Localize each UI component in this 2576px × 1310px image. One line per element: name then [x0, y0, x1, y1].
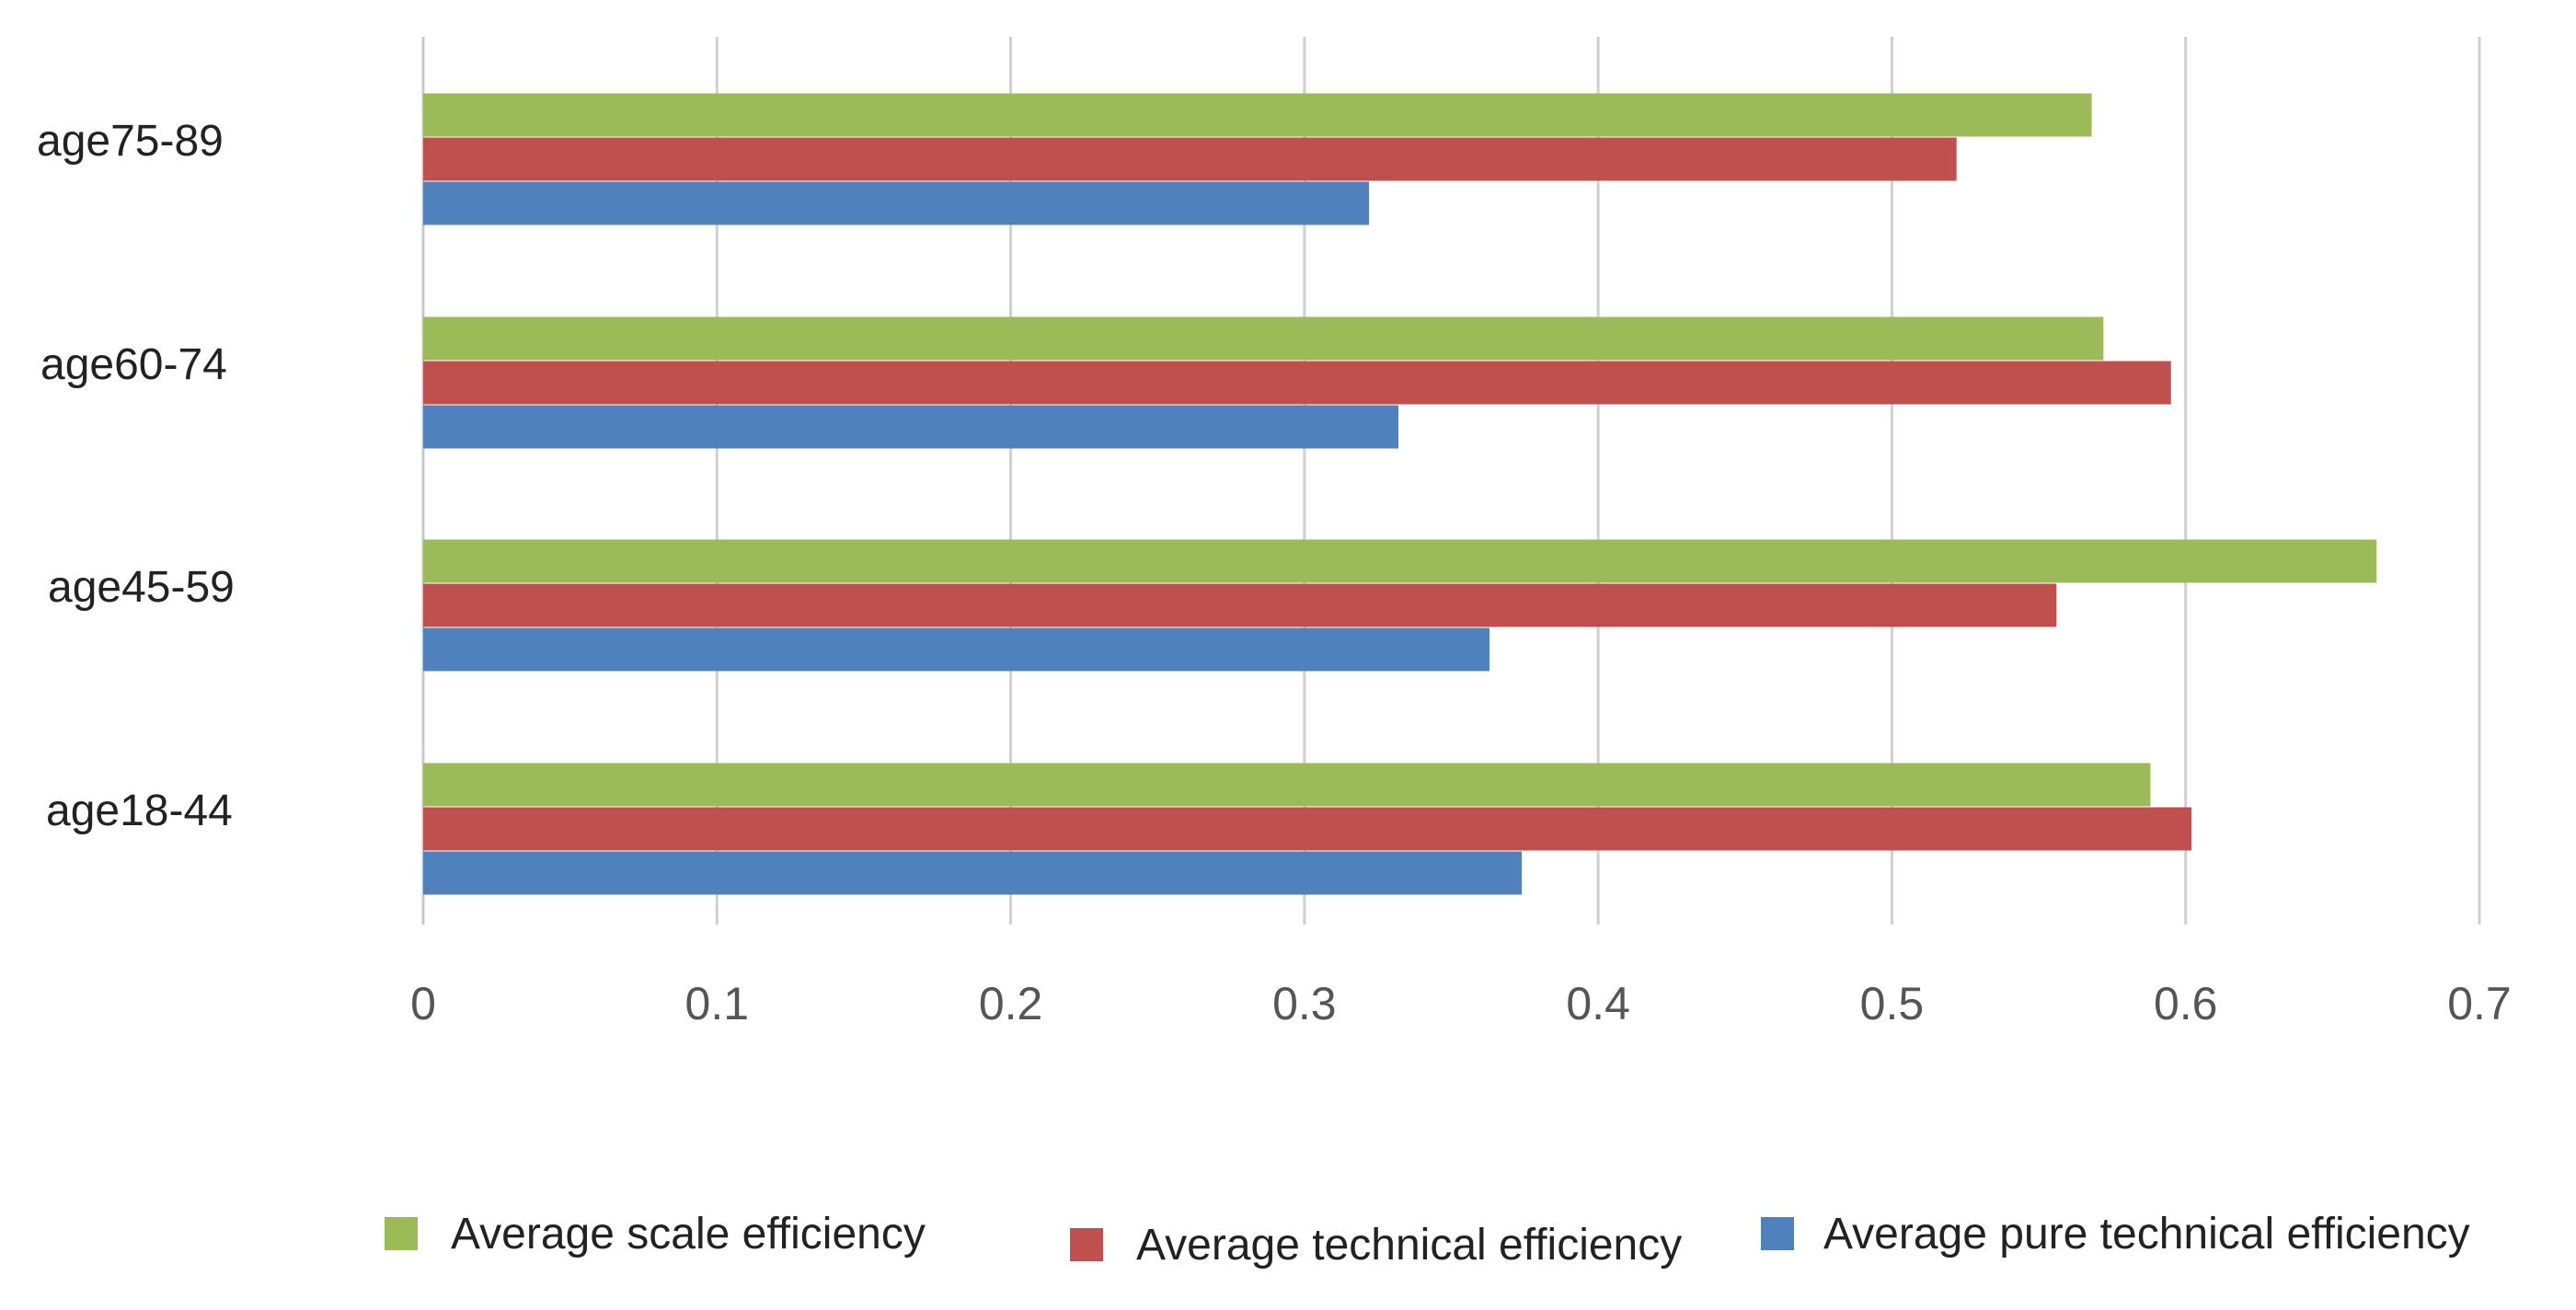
- category-label: age75-89: [37, 117, 224, 166]
- category-label: age60-74: [40, 340, 227, 389]
- bar-age60-74-1: [423, 361, 2171, 405]
- legend-label: Average technical efficiency: [1136, 1221, 1682, 1270]
- legend-swatch: [1070, 1228, 1103, 1261]
- legend-label: Average scale efficiency: [451, 1210, 926, 1258]
- x-tick-label: 0.3: [1272, 978, 1337, 1029]
- bar-age45-59-2: [423, 539, 2377, 583]
- legend-label: Average pure technical efficiency: [1823, 1210, 2470, 1258]
- legend: Average scale efficiency Average technica…: [385, 1210, 2470, 1270]
- x-tick-label: 0.1: [685, 978, 750, 1029]
- legend-swatch: [1761, 1217, 1794, 1250]
- x-tick-labels: 0 0.1 0.2 0.3 0.4 0.5 0.6 0.7: [410, 978, 2512, 1029]
- x-tick-label: 0.6: [2154, 978, 2218, 1029]
- bar-age18-44-0: [423, 851, 1523, 895]
- category-label: age18-44: [46, 787, 233, 835]
- x-tick-label: 0: [410, 978, 436, 1029]
- bar-age18-44-2: [423, 763, 2151, 807]
- x-tick-label: 0.2: [979, 978, 1043, 1029]
- bars-layer: [423, 93, 2377, 895]
- x-tick-label: 0.5: [1860, 978, 1925, 1029]
- bar-age60-74-2: [423, 316, 2104, 361]
- bar-age75-89-1: [423, 137, 1957, 181]
- bar-age18-44-1: [423, 807, 2192, 851]
- bar-age75-89-0: [423, 181, 1370, 225]
- legend-swatch: [385, 1217, 418, 1250]
- bar-age45-59-1: [423, 583, 2057, 627]
- x-tick-label: 0.7: [2447, 978, 2512, 1029]
- bar-age75-89-2: [423, 93, 2092, 137]
- x-tick-label: 0.4: [1566, 978, 1630, 1029]
- category-labels: age18-44 age45-59 age60-74 age75-89: [37, 117, 235, 835]
- category-label: age45-59: [48, 563, 235, 612]
- bar-age60-74-0: [423, 405, 1399, 449]
- bar-age45-59-0: [423, 627, 1490, 672]
